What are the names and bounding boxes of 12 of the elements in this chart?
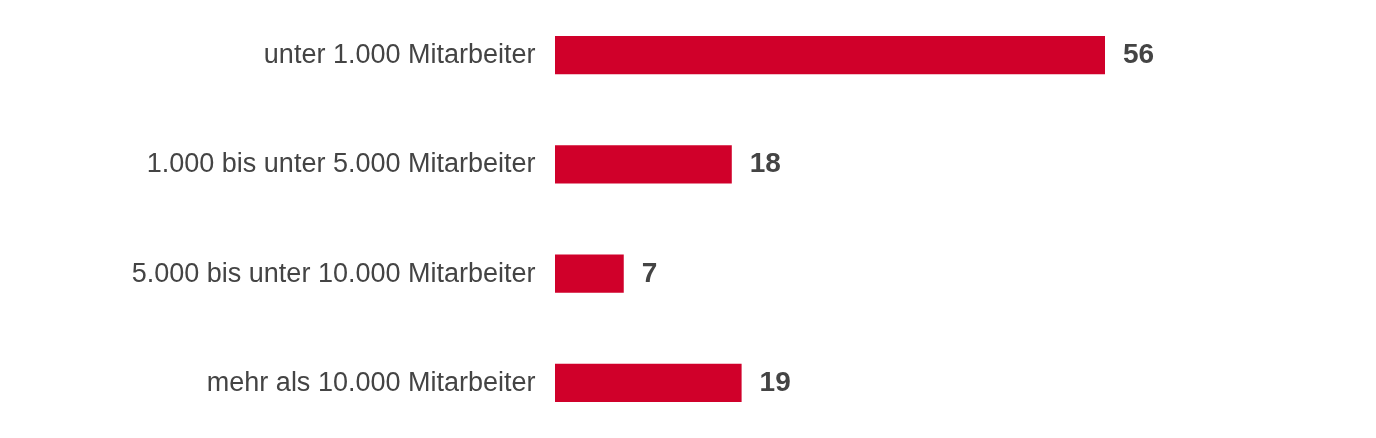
data-label: 19 xyxy=(759,365,791,397)
data-label: 56 xyxy=(1123,38,1155,70)
y-tick-label: 1.000 bis unter 5.000 Mitarbeiter xyxy=(146,148,536,179)
y-tick-label: unter 1.000 Mitarbeiter xyxy=(263,39,536,70)
data-label: 18 xyxy=(749,147,781,179)
y-tick-label: 5.000 bis unter 10.000 Mitarbeiter xyxy=(131,257,536,288)
bar xyxy=(555,145,732,184)
bar xyxy=(555,363,742,402)
bar xyxy=(555,36,1105,75)
y-tick-label: mehr als 10.000 Mitarbeiter xyxy=(206,366,536,397)
data-label: 7 xyxy=(641,256,658,288)
bar xyxy=(555,254,624,293)
